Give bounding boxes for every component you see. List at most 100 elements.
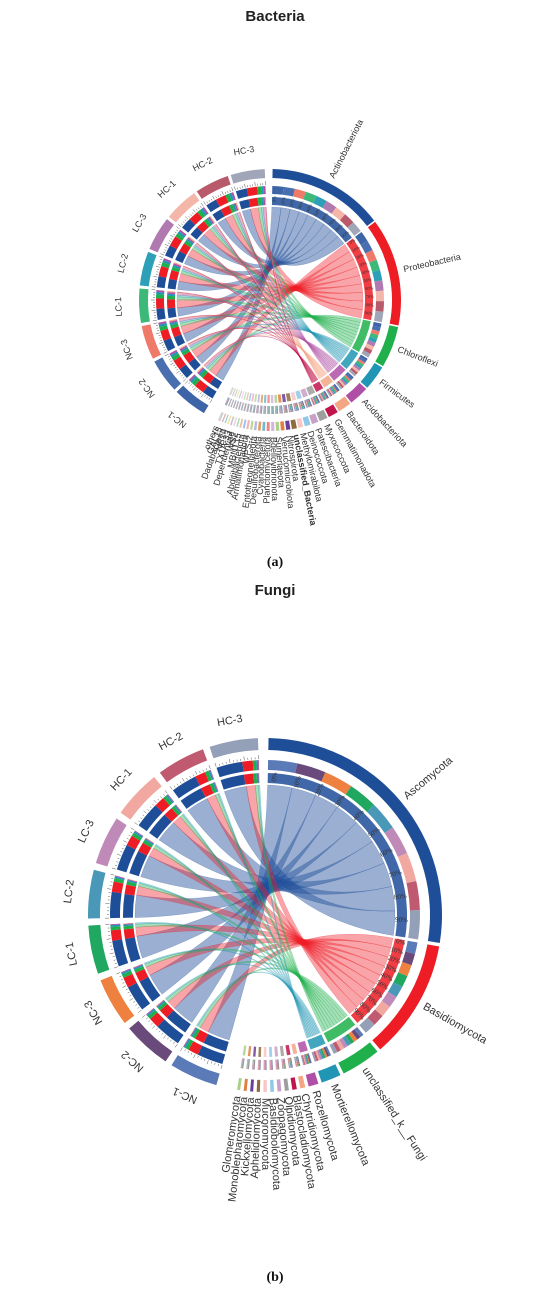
tick-mark [156, 1028, 158, 1030]
middle-segment [297, 1056, 301, 1067]
tick-mark [190, 384, 192, 386]
chord-ribbon [140, 841, 385, 894]
taxon-inner-arc [258, 1046, 262, 1057]
middle-segment [288, 404, 291, 413]
composition-segment [179, 345, 188, 351]
sample-outer-arc [154, 357, 182, 390]
tick-marks [105, 755, 260, 1069]
composition-segment [169, 321, 178, 326]
sample-outer-arc [88, 924, 110, 974]
middle-segment [346, 371, 354, 379]
sample-label: HC-2 [157, 730, 185, 753]
sample-outer-arc [139, 251, 157, 287]
tick-mark [123, 840, 128, 843]
middle-segment [289, 1057, 292, 1068]
middle-segment [276, 1059, 278, 1070]
tick-mark [123, 844, 126, 846]
tick-mark [153, 276, 158, 278]
middle-segment [366, 804, 393, 833]
tick-mark [174, 231, 177, 234]
panel-label: (a) [266, 555, 284, 570]
middle-segment [134, 830, 144, 837]
middle-segment [233, 400, 237, 409]
composition-segment [170, 323, 179, 329]
middle-segment [365, 250, 377, 263]
composition-segment [167, 295, 176, 300]
tick-mark [181, 374, 183, 377]
middle-segment [162, 259, 171, 265]
tick-mark [113, 959, 116, 961]
taxon-inner-arc [271, 197, 352, 243]
middle-segment [321, 392, 327, 400]
composition-segment [186, 238, 194, 245]
outer-ring [139, 169, 401, 431]
middle-segment [301, 1055, 306, 1065]
middle-segment [241, 402, 244, 411]
taxon-outer-arc [266, 421, 270, 431]
composition-segment [123, 928, 135, 939]
middle-segment [341, 377, 349, 385]
tick-mark [134, 822, 138, 826]
tick-mark [143, 810, 147, 814]
chord-ribbon [183, 265, 316, 382]
composition-segment [212, 782, 218, 793]
middle-segment [179, 364, 193, 379]
tick-mark [198, 390, 200, 393]
tick-mark [179, 372, 182, 375]
taxon-outer-arc [239, 418, 244, 428]
middle-segment [228, 398, 232, 407]
percent-label: 40% [361, 268, 371, 275]
middle-segment [296, 402, 300, 411]
composition-segment [257, 197, 262, 206]
middle-segment [250, 404, 253, 413]
middle-segment [121, 969, 132, 975]
tick-mark [164, 353, 169, 357]
taxon-outer-arc [263, 1079, 267, 1092]
composition-segment [157, 1001, 168, 1011]
tick-mark [206, 396, 208, 399]
middle-segment [275, 1059, 277, 1070]
tick-mark [218, 763, 220, 766]
middle-segment [313, 195, 327, 209]
middle-segment [277, 405, 279, 414]
middle-segment [271, 1059, 272, 1070]
middle-segment [258, 1059, 260, 1070]
composition-segment [164, 808, 179, 822]
taxon-outer-arc [271, 421, 275, 431]
composition-segment [167, 307, 177, 319]
taxon-outer-arc [270, 1079, 275, 1092]
tick-mark [183, 378, 187, 382]
middle-segment [348, 369, 357, 377]
chord-ribbon [178, 314, 317, 382]
middle-segment [131, 832, 143, 841]
middle-segment [246, 403, 249, 412]
middle-segment [320, 392, 325, 401]
tick-mark [160, 339, 163, 341]
tick-mark [173, 233, 176, 236]
middle-segment [267, 760, 298, 774]
tick-mark [188, 382, 191, 385]
chord-ribbon [177, 291, 317, 382]
taxon-inner-arc [285, 1044, 291, 1056]
middle-segment [353, 364, 361, 371]
middle-segment [258, 1059, 260, 1070]
composition-segment [125, 937, 141, 963]
middle-segment [230, 399, 234, 408]
taxon-outer-arc [296, 417, 304, 428]
tick-mark [177, 224, 182, 228]
tick-mark [169, 786, 173, 790]
middle-segment [169, 236, 183, 250]
tick-mark [176, 783, 179, 786]
tick-mark [159, 261, 162, 263]
sample-label: HC-1 [108, 766, 134, 793]
tick-mark [153, 799, 157, 804]
middle-segment [294, 1056, 297, 1067]
composition-segment [126, 881, 137, 887]
tick-mark [164, 249, 167, 251]
middle-segment [158, 321, 167, 325]
composition-segment [156, 1000, 166, 1009]
middle-segment [329, 386, 336, 395]
taxon-outer-arc [309, 413, 319, 425]
panel-bacteria: Bacteria 0% 10% 20% 30% 40% 50% 60% 70% 80% 90% 0%… [0, 0, 550, 580]
tick-mark [157, 798, 160, 801]
